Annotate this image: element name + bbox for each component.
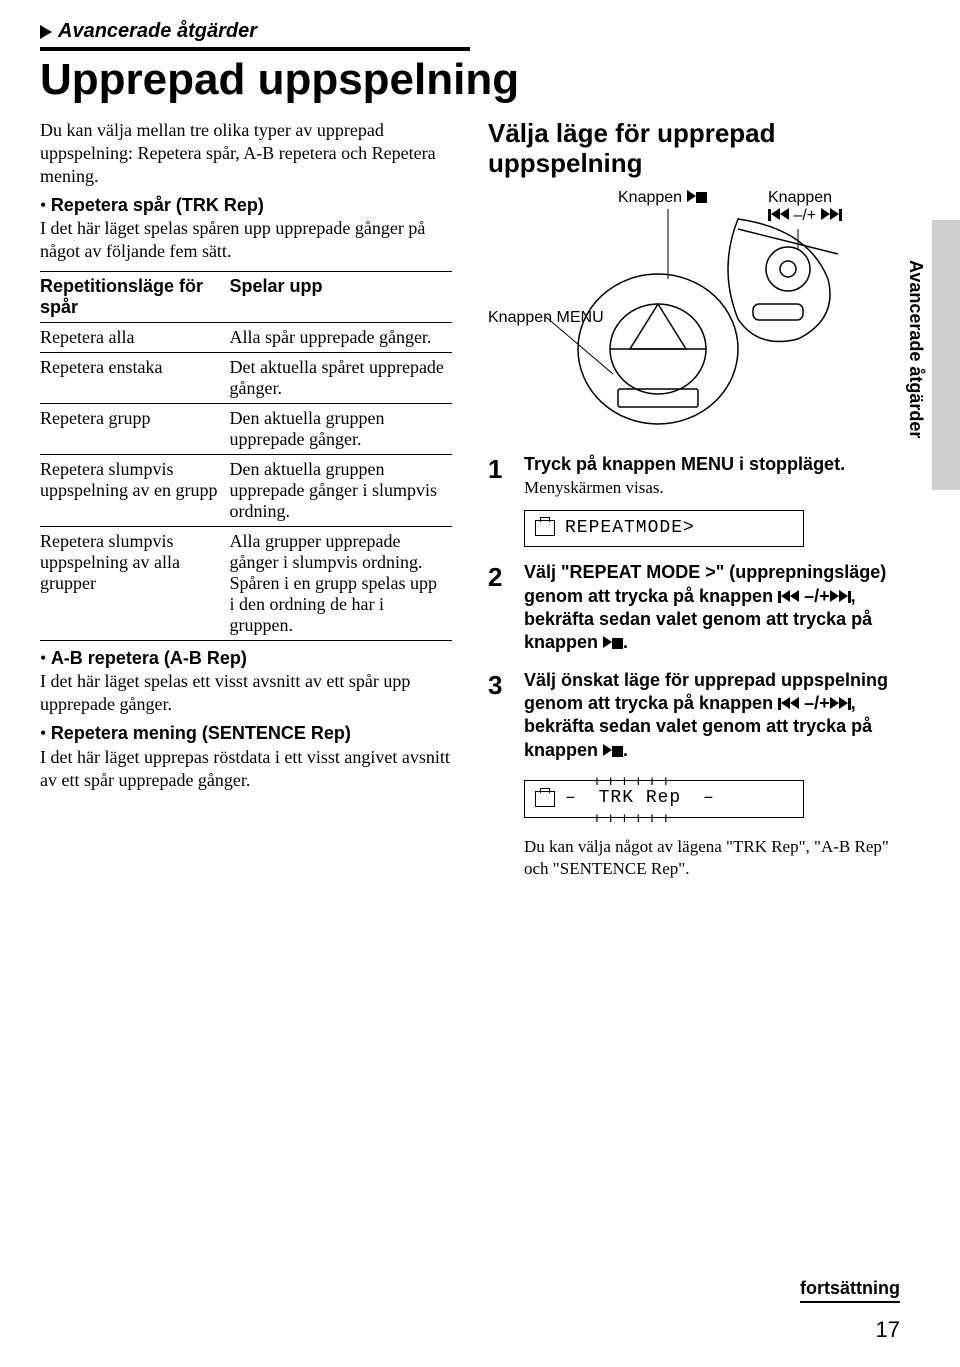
heavy-rule <box>40 47 470 51</box>
lcd-text: TRK Rep <box>599 787 682 810</box>
table-cell: Repetera grupp <box>40 404 230 455</box>
skip-forward-icon <box>830 586 851 606</box>
right-title: Välja läge för upprepad uppspelning <box>488 119 900 179</box>
sidebar-tab <box>932 220 960 490</box>
skip-forward-icon <box>830 693 851 713</box>
continuation-label: fortsättning <box>800 1278 900 1303</box>
bullet-body: I det här läget spelas spåren upp upprep… <box>40 218 425 261</box>
table-row: Repetera grupp Den aktuella gruppen uppr… <box>40 404 452 455</box>
step-text: Välj "REPEAT MODE >" (upprepningsläge) g… <box>524 562 886 652</box>
bullet-body: I det här läget upprepas röstdata i ett … <box>40 747 450 790</box>
table-row: Repetera slumpvis uppspelning av en grup… <box>40 455 452 527</box>
play-icon <box>603 636 612 648</box>
table-row: Repetera alla Alla spår upprepade gånger… <box>40 323 452 353</box>
bullet-body: I det här läget spelas ett visst avsnitt… <box>40 671 410 714</box>
device-illustration <box>488 189 888 439</box>
kicker: Avancerade åtgärder <box>40 20 900 43</box>
table-cell: Repetera slumpvis uppspelning av alla gr… <box>40 527 230 641</box>
folder-icon <box>535 520 555 536</box>
lcd-display: REPEATMODE> <box>524 510 804 547</box>
bullet-title: Repetera mening (SENTENCE Rep) <box>51 723 351 743</box>
bullet-title: A-B repetera (A-B Rep) <box>51 648 247 668</box>
stop-icon <box>612 638 623 649</box>
repeat-mode-table: Repetitionsläge för spår Spelar upp Repe… <box>40 271 452 641</box>
table-cell: Repetera slumpvis uppspelning av en grup… <box>40 455 230 527</box>
play-icon <box>603 744 612 756</box>
device-diagram: Knappen Knappen –/+ Knappen MENU <box>488 189 900 439</box>
bullet-sentence-rep: • Repetera mening (SENTENCE Rep) I det h… <box>40 722 452 791</box>
folder-icon <box>535 791 555 807</box>
intro-text: Du kan välja mellan tre olika typer av u… <box>40 119 452 188</box>
table-row: Repetera enstaka Det aktuella spåret upp… <box>40 353 452 404</box>
stop-icon <box>612 746 623 757</box>
table-cell: Det aktuella spåret upprepade gånger. <box>230 353 452 404</box>
table-cell: Den aktuella gruppen upprepade gånger i … <box>230 455 452 527</box>
table-header: Spelar upp <box>230 272 452 323</box>
table-cell: Repetera enstaka <box>40 353 230 404</box>
step-number: 1 <box>488 453 514 547</box>
skip-back-icon <box>778 693 799 713</box>
step-2: 2 Välj "REPEAT MODE >" (upprepningsläge)… <box>488 561 900 655</box>
play-icon <box>40 25 52 39</box>
kicker-text: Avancerade åtgärder <box>58 20 257 43</box>
step-1: 1 Tryck på knappen MENU i stoppläget. Me… <box>488 453 900 547</box>
bullet-ab-rep: • A-B repetera (A-B Rep) I det här läget… <box>40 647 452 716</box>
lcd-text: REPEATMODE> <box>565 517 695 540</box>
step-text: Välj önskat läge för upprepad uppspelnin… <box>524 670 888 760</box>
step-3: 3 Välj önskat läge för upprepad uppspeln… <box>488 669 900 880</box>
step-number: 3 <box>488 669 514 880</box>
skip-back-icon <box>778 586 799 606</box>
table-cell: Alla grupper upprepade gånger i slumpvis… <box>230 527 452 641</box>
table-cell: Den aktuella gruppen upprepade gånger. <box>230 404 452 455</box>
table-cell: Alla spår upprepade gånger. <box>230 323 452 353</box>
lcd-display: ı ı ı ı ı ı – TRK Rep – ı ı ı ı ı ı <box>524 780 804 817</box>
step-text: Tryck på knappen MENU i stoppläget. <box>524 454 845 474</box>
step-extra: Menyskärmen visas. <box>524 478 664 497</box>
table-cell: Repetera alla <box>40 323 230 353</box>
page-title: Upprepad uppspelning <box>40 57 900 103</box>
bullet-title: Repetera spår (TRK Rep) <box>51 195 264 215</box>
table-header: Repetitionsläge för spår <box>40 272 230 323</box>
bullet-trk-rep: • Repetera spår (TRK Rep) I det här läge… <box>40 194 452 263</box>
left-column: Du kan välja mellan tre olika typer av u… <box>40 119 452 880</box>
dash-decoration: ı ı ı ı ı ı <box>595 808 671 826</box>
dash-decoration: ı ı ı ı ı ı <box>595 771 671 789</box>
right-column: Välja läge för upprepad uppspelning Knap… <box>488 119 900 880</box>
step-number: 2 <box>488 561 514 655</box>
sidebar-label: Avancerade åtgärder <box>905 260 926 438</box>
step-tail: Du kan välja något av lägena "TRK Rep", … <box>524 836 900 880</box>
table-row: Repetera slumpvis uppspelning av alla gr… <box>40 527 452 641</box>
page-number: 17 <box>876 1317 900 1343</box>
